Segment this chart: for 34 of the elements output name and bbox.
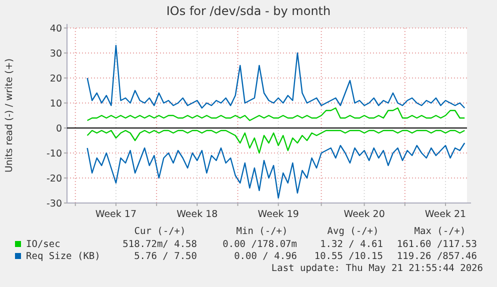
text: Max (-/+) — [414, 226, 466, 237]
line-series — [86, 44, 466, 109]
x-tick-label: Week 18 — [176, 209, 218, 220]
x-tick-label: Week 20 — [344, 209, 385, 220]
x-tick-label: Week 17 — [95, 209, 137, 220]
text: 1.32 / 4.61 — [320, 239, 384, 250]
y-axis-title: Units read (-) / write (+) — [4, 58, 15, 173]
legend-label: IO/sec — [26, 239, 60, 250]
y-tick-label: 30 — [50, 48, 62, 60]
text: 0.00 / 4.96 — [234, 251, 298, 262]
y-tick-label: 20 — [50, 73, 62, 84]
text: 161.60 /117.53 — [396, 239, 477, 250]
y-tick-label: 0 — [56, 123, 62, 134]
y-tick-label: -20 — [46, 173, 62, 184]
text: Last update: Thu May 21 21:55:44 2026 — [271, 263, 484, 274]
y-tick-label: -10 — [46, 148, 62, 160]
x-tick-label: Week 21 — [424, 209, 466, 220]
y-tick-label: 40 — [50, 23, 62, 34]
text: 5.76 / 7.50 — [134, 251, 198, 262]
text: Cur (-/+) — [134, 226, 186, 237]
line-series — [86, 107, 466, 122]
text: 10.55 /10.15 — [314, 251, 383, 262]
line-series — [86, 130, 466, 154]
text: 0.00 /178.07m — [222, 239, 298, 250]
chart-title: IOs for /dev/sda - by month — [166, 4, 331, 18]
legend-label: Req Size (KB) — [26, 251, 100, 262]
text: 518.72m/ 4.58 — [122, 239, 198, 250]
y-tick-label: 10 — [50, 98, 62, 110]
x-tick-label: Week 19 — [258, 209, 299, 220]
line-series — [86, 142, 466, 199]
text: 119.26 /857.46 — [396, 251, 478, 262]
text: Min (-/+) — [236, 226, 288, 237]
text: Avg (-/+) — [327, 226, 379, 237]
y-tick-label: -30 — [46, 198, 62, 210]
